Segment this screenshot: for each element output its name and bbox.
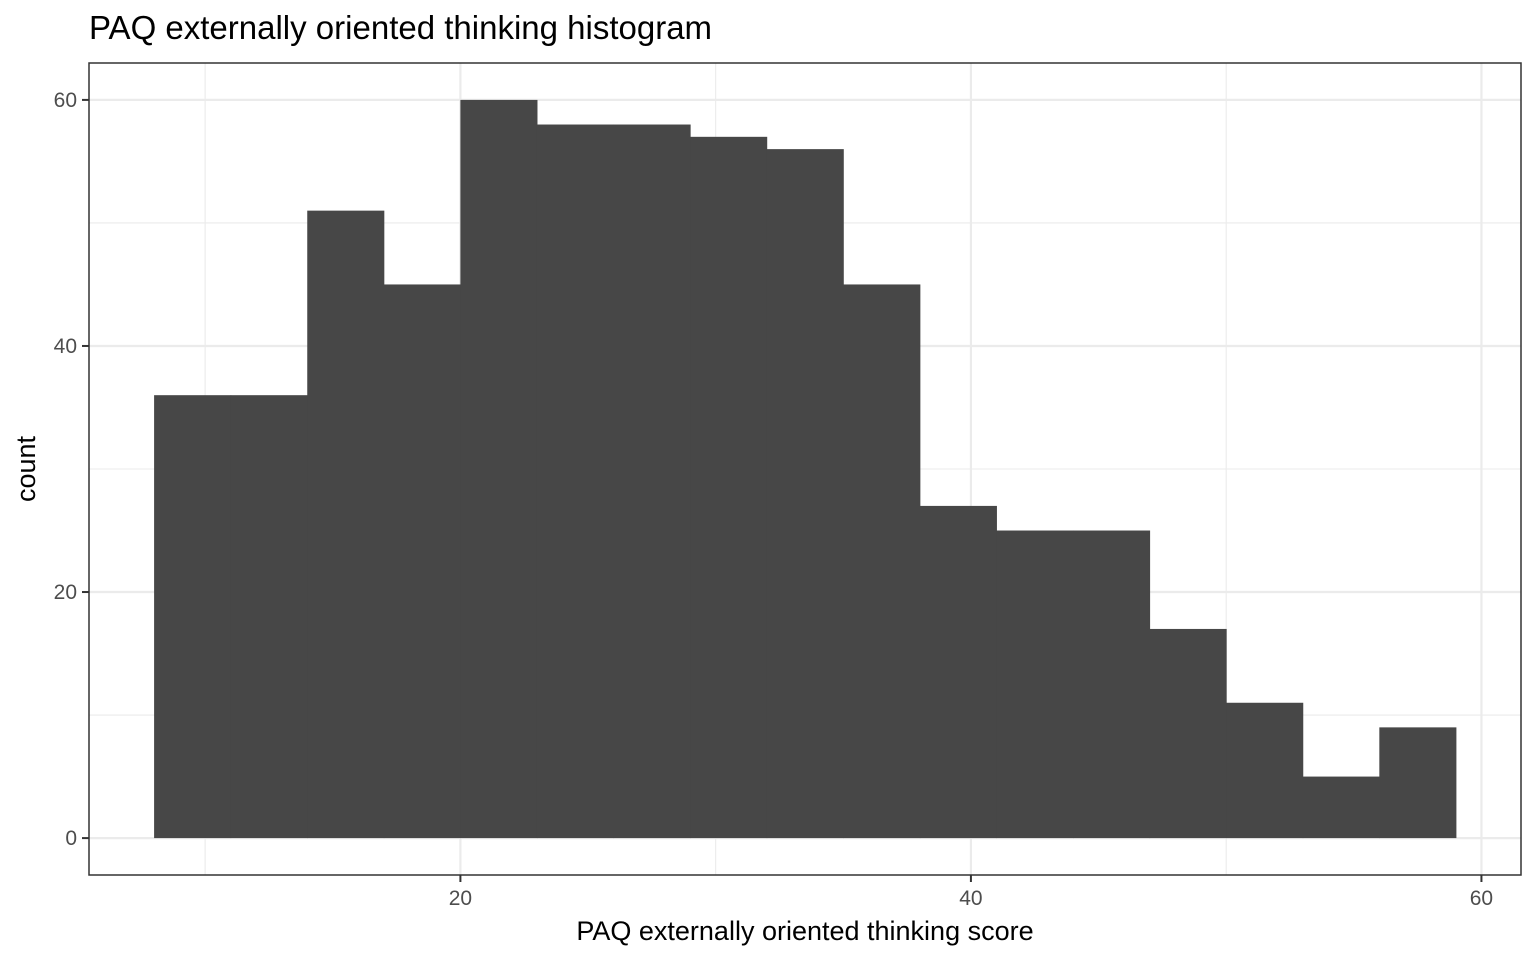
chart-title: PAQ externally oriented thinking histogr… [89,9,712,46]
histogram-bar [1073,530,1151,839]
histogram-bar [1379,727,1457,839]
histogram-bar [1149,628,1227,839]
y-tick-label: 20 [54,581,77,604]
histogram-bar [1226,702,1304,839]
histogram-bar [613,124,691,839]
x-axis: 20 40 60 [449,875,1493,910]
y-tick-label: 60 [54,89,77,112]
histogram-bar [383,284,461,839]
x-tick-label: 40 [959,887,982,910]
x-tick-label: 20 [449,887,472,910]
histogram-bar [307,210,385,839]
histogram-bar [154,395,232,839]
x-tick-label: 60 [1470,887,1493,910]
histogram-bar [766,149,844,839]
histogram-bars [154,99,1457,839]
histogram-bar [230,395,308,839]
histogram-bar [919,505,997,839]
histogram-bar [1302,776,1380,839]
histogram-bar [996,530,1074,839]
histogram-bar [690,136,768,839]
histogram-bar [460,99,538,839]
histogram-bar [843,284,921,839]
histogram-bar [536,124,615,839]
x-axis-title: PAQ externally oriented thinking score [576,916,1033,946]
y-axis: 0 20 40 60 [54,89,89,850]
y-tick-label: 0 [65,827,77,850]
y-axis-title: count [11,435,41,502]
y-tick-label: 40 [54,335,77,358]
panel-border [88,62,1522,876]
